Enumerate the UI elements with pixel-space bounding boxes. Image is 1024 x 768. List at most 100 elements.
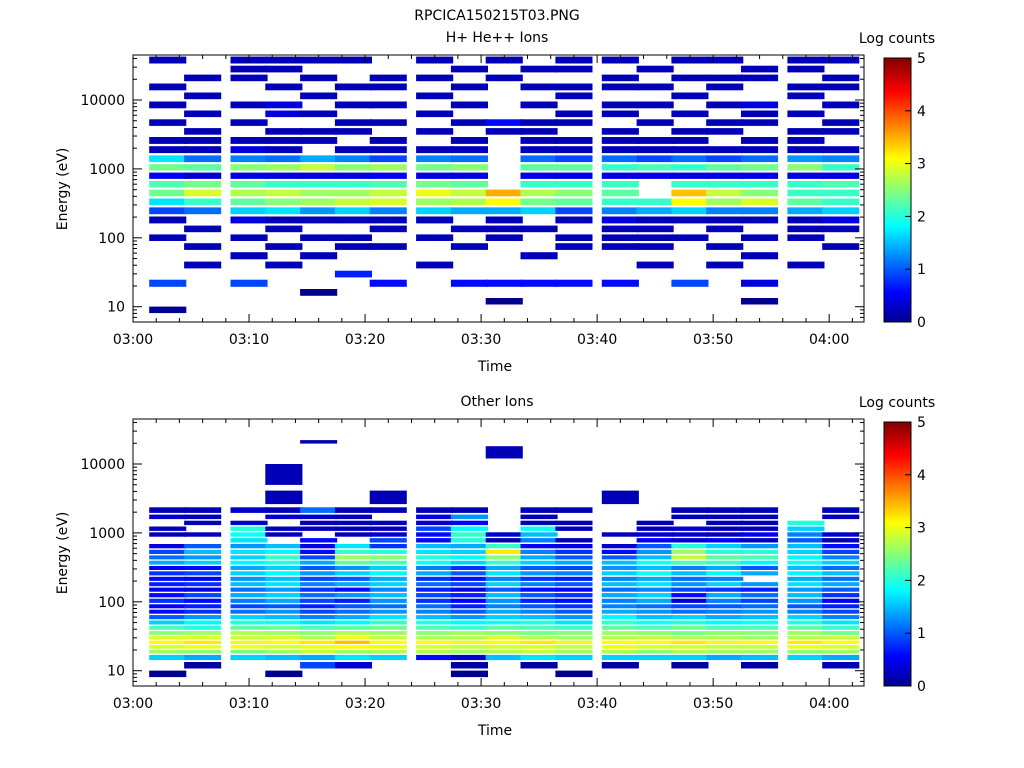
heatmap-cell [787, 582, 825, 587]
heatmap-cell [300, 582, 338, 587]
heatmap-cell [741, 566, 779, 570]
heatmap-cell [300, 520, 338, 526]
heatmap-cell [741, 555, 779, 560]
heatmap-cell [741, 110, 779, 118]
heatmap-cell [230, 582, 268, 587]
heatmap-cell [671, 615, 709, 620]
heatmap-cell [334, 181, 372, 188]
heatmap-cell [230, 207, 268, 215]
heatmap-cell [300, 645, 338, 649]
heatmap-cell [636, 146, 674, 154]
heatmap-cell [706, 101, 744, 109]
heatmap-cell [334, 587, 372, 592]
heatmap-cell [149, 604, 187, 609]
x-tick-label: 03:20 [345, 332, 385, 348]
heatmap-cell [265, 65, 303, 73]
heatmap-cell [787, 225, 825, 233]
heatmap-cell [149, 119, 187, 126]
heatmap-cell [741, 625, 779, 630]
heatmap-cell [485, 446, 523, 459]
x-axis: 03:00 03:10 03:20 03:30 03:40 03:50 04:00 [113, 55, 853, 348]
heatmap-cell [149, 56, 187, 64]
heatmap-cell [741, 146, 779, 154]
heatmap-cell [520, 598, 558, 603]
heatmap-cell [149, 83, 187, 91]
heatmap-cell [787, 593, 825, 598]
heatmap-cell [416, 74, 454, 82]
heatmap-cell [787, 609, 825, 614]
heatmap-cell [184, 243, 222, 250]
x-tick-label: 03:20 [345, 696, 385, 712]
heatmap-cell [149, 172, 187, 179]
heatmap-cell [450, 538, 488, 543]
heatmap-cell [555, 615, 593, 620]
heatmap-cell [369, 549, 407, 554]
heatmap-cell [230, 216, 268, 224]
heatmap-cell [450, 532, 488, 537]
heatmap-cell [184, 640, 222, 645]
heatmap-cell [230, 544, 268, 549]
heatmap-cell [787, 532, 825, 537]
heatmap-cell [300, 155, 338, 163]
heatmap-cell [334, 83, 372, 91]
heatmap-cell [450, 526, 488, 531]
heatmap-cell [184, 128, 222, 135]
heatmap-cell [334, 649, 372, 654]
heatmap-cell [265, 243, 303, 250]
heatmap-cell [265, 216, 303, 224]
heatmap-cell [555, 582, 593, 587]
heatmap-cell [671, 74, 709, 82]
heatmap-cell [369, 560, 407, 565]
heatmap-cell [741, 549, 779, 554]
heatmap-cell [184, 520, 222, 526]
heatmap-cell [416, 549, 454, 554]
heatmap-cell [555, 56, 593, 64]
heatmap-cell [230, 555, 268, 560]
heatmap-cell [601, 582, 639, 587]
heatmap-cell [706, 507, 744, 513]
heatmap-cell [300, 526, 338, 531]
heatmap-cell [787, 645, 825, 649]
heatmap-cell [636, 631, 674, 635]
heatmap-cell [636, 155, 674, 163]
heatmap-cell [601, 631, 639, 635]
heatmap-cell [741, 252, 779, 260]
heatmap-cell [822, 615, 860, 620]
heatmap-cell [520, 582, 558, 587]
heatmap-cell [555, 234, 593, 241]
x-axis: 03:00 03:10 03:20 03:30 03:40 03:50 04:00 [113, 419, 853, 712]
heatmap-cell [822, 609, 860, 614]
heatmap-cell [741, 216, 779, 224]
heatmap-cell [741, 298, 779, 305]
heatmap-cell [601, 181, 639, 188]
heatmap-cell [520, 640, 558, 645]
heatmap-cell [450, 514, 488, 520]
heatmap-cell [671, 128, 709, 135]
heatmap-cell [485, 636, 523, 640]
heatmap-cell [636, 549, 674, 554]
heatmap-cell [706, 128, 744, 135]
heatmap-cell [601, 566, 639, 570]
heatmap-cell [265, 566, 303, 570]
heatmap-cell [671, 110, 709, 118]
heatmap-cell [149, 532, 187, 537]
heatmap-cell [671, 544, 709, 549]
heatmap-cell [416, 110, 454, 118]
heatmap-cell [636, 243, 674, 250]
heatmap-cell [230, 566, 268, 570]
heatmap-cell [416, 520, 454, 526]
heatmap-cell [555, 587, 593, 592]
heatmap-cell [369, 532, 407, 537]
heatmap-cell [636, 555, 674, 560]
heatmap-cell [636, 216, 674, 224]
heatmap-cell [450, 631, 488, 635]
heatmap-cell [671, 189, 709, 197]
x-tick-label: 03:50 [693, 332, 733, 348]
heatmap-cell [636, 225, 674, 233]
colorbar-tick-label: 5 [917, 51, 926, 67]
heatmap-cell [741, 101, 779, 109]
heatmap-cell [450, 155, 488, 163]
heatmap-cell [416, 128, 454, 135]
heatmap-cell [265, 507, 303, 513]
heatmap-cell [636, 609, 674, 614]
